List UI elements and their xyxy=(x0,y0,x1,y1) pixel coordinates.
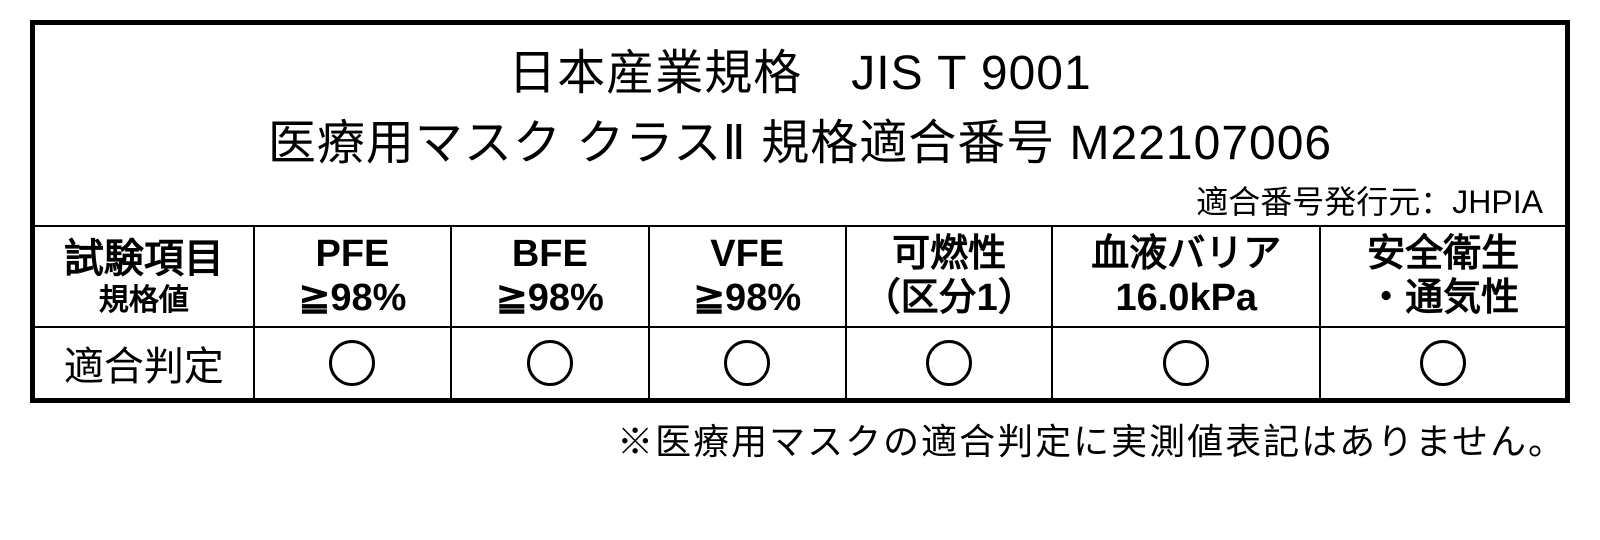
result-cell-3 xyxy=(846,327,1053,398)
col-sub-3: （区分1） xyxy=(849,277,1050,321)
col-sub-4: 16.0kPa xyxy=(1055,277,1317,321)
result-cell-0 xyxy=(254,327,451,398)
footnote-text: ※医療用マスクの適合判定に実測値表記はありません。 xyxy=(30,413,1570,465)
col-sub-2: ≧98% xyxy=(652,277,843,321)
col-sub-0: ≧98% xyxy=(257,277,448,321)
result-cell-2 xyxy=(649,327,846,398)
row1-label-cell: 試験項目 規格値 xyxy=(35,226,254,327)
result-row: 適合判定 xyxy=(35,327,1565,398)
col-header-0: PFE ≧98% xyxy=(254,226,451,327)
standard-title-line2: 医療用マスク クラスⅡ 規格適合番号 M22107006 xyxy=(45,103,1555,173)
certification-box: 日本産業規格 JIS T 9001 医療用マスク クラスⅡ 規格適合番号 M22… xyxy=(30,20,1570,403)
pass-circle-icon xyxy=(329,340,375,386)
col-main-0: PFE xyxy=(257,233,448,277)
col-main-5: 安全衛生 xyxy=(1323,233,1563,277)
col-main-1: BFE xyxy=(454,233,645,277)
header-row: 試験項目 規格値 PFE ≧98% BFE ≧98% VFE ≧98% 可燃性 … xyxy=(35,226,1565,327)
pass-circle-icon xyxy=(1420,340,1466,386)
col-header-5: 安全衛生 ・通気性 xyxy=(1320,226,1565,327)
pass-circle-icon xyxy=(1163,340,1209,386)
result-cell-4 xyxy=(1052,327,1320,398)
row1-label-main: 試験項目 xyxy=(37,235,251,283)
header-block: 日本産業規格 JIS T 9001 医療用マスク クラスⅡ 規格適合番号 M22… xyxy=(35,25,1565,225)
result-cell-1 xyxy=(451,327,648,398)
pass-circle-icon xyxy=(926,340,972,386)
col-header-4: 血液バリア 16.0kPa xyxy=(1052,226,1320,327)
col-sub-1: ≧98% xyxy=(454,277,645,321)
col-sub-5: ・通気性 xyxy=(1323,277,1563,321)
col-header-3: 可燃性 （区分1） xyxy=(846,226,1053,327)
col-main-4: 血液バリア xyxy=(1055,233,1317,277)
row1-label-sub: 規格値 xyxy=(37,283,251,319)
col-header-2: VFE ≧98% xyxy=(649,226,846,327)
col-main-3: 可燃性 xyxy=(849,233,1050,277)
standard-title-line1: 日本産業規格 JIS T 9001 xyxy=(45,33,1555,103)
col-main-2: VFE xyxy=(652,233,843,277)
pass-circle-icon xyxy=(527,340,573,386)
row2-label-cell: 適合判定 xyxy=(35,327,254,398)
pass-circle-icon xyxy=(724,340,770,386)
col-header-1: BFE ≧98% xyxy=(451,226,648,327)
result-cell-5 xyxy=(1320,327,1565,398)
spec-table: 試験項目 規格値 PFE ≧98% BFE ≧98% VFE ≧98% 可燃性 … xyxy=(35,225,1565,398)
issuer-line: 適合番号発行元：JHPIA xyxy=(45,177,1555,223)
